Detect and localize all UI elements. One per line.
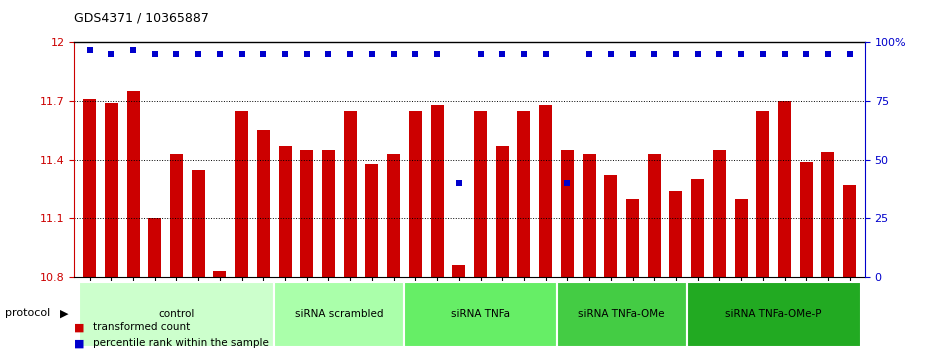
Text: ■: ■ <box>74 322 85 332</box>
Bar <box>670 191 683 277</box>
Bar <box>279 146 292 277</box>
Bar <box>105 103 118 277</box>
Text: siRNA scrambled: siRNA scrambled <box>295 309 383 319</box>
FancyBboxPatch shape <box>556 282 687 347</box>
Bar <box>561 150 574 277</box>
Bar <box>800 162 813 277</box>
Bar <box>496 146 509 277</box>
Bar <box>539 105 552 277</box>
Bar <box>257 131 270 277</box>
Bar <box>83 99 96 277</box>
Bar <box>821 152 834 277</box>
Bar <box>344 111 357 277</box>
Bar <box>126 91 140 277</box>
Bar <box>387 154 400 277</box>
Bar <box>431 105 444 277</box>
FancyBboxPatch shape <box>687 282 860 347</box>
Text: ■: ■ <box>74 338 85 348</box>
Bar <box>474 111 487 277</box>
Bar <box>213 271 226 277</box>
Bar <box>148 218 161 277</box>
Bar <box>452 266 465 277</box>
Text: siRNA TNFa: siRNA TNFa <box>451 309 510 319</box>
Text: protocol: protocol <box>5 308 50 318</box>
Text: siRNA TNFa-OMe-P: siRNA TNFa-OMe-P <box>725 309 822 319</box>
Bar <box>713 150 726 277</box>
FancyBboxPatch shape <box>79 282 274 347</box>
Bar <box>735 199 748 277</box>
Bar <box>192 170 205 277</box>
Bar <box>322 150 335 277</box>
Bar <box>778 101 791 277</box>
Bar <box>409 111 422 277</box>
Text: control: control <box>158 309 194 319</box>
FancyBboxPatch shape <box>274 282 405 347</box>
Bar <box>517 111 530 277</box>
Bar <box>626 199 639 277</box>
Bar <box>756 111 769 277</box>
Bar <box>300 150 313 277</box>
Text: GDS4371 / 10365887: GDS4371 / 10365887 <box>74 12 209 25</box>
Text: percentile rank within the sample: percentile rank within the sample <box>93 338 269 348</box>
Text: ▶: ▶ <box>60 308 69 318</box>
Bar <box>582 154 595 277</box>
Text: siRNA TNFa-OMe: siRNA TNFa-OMe <box>578 309 665 319</box>
FancyBboxPatch shape <box>405 282 556 347</box>
Bar <box>604 176 618 277</box>
Bar <box>691 179 704 277</box>
Bar <box>844 185 857 277</box>
Bar <box>235 111 248 277</box>
Bar <box>647 154 660 277</box>
Bar <box>170 154 183 277</box>
Bar <box>365 164 379 277</box>
Text: transformed count: transformed count <box>93 322 191 332</box>
